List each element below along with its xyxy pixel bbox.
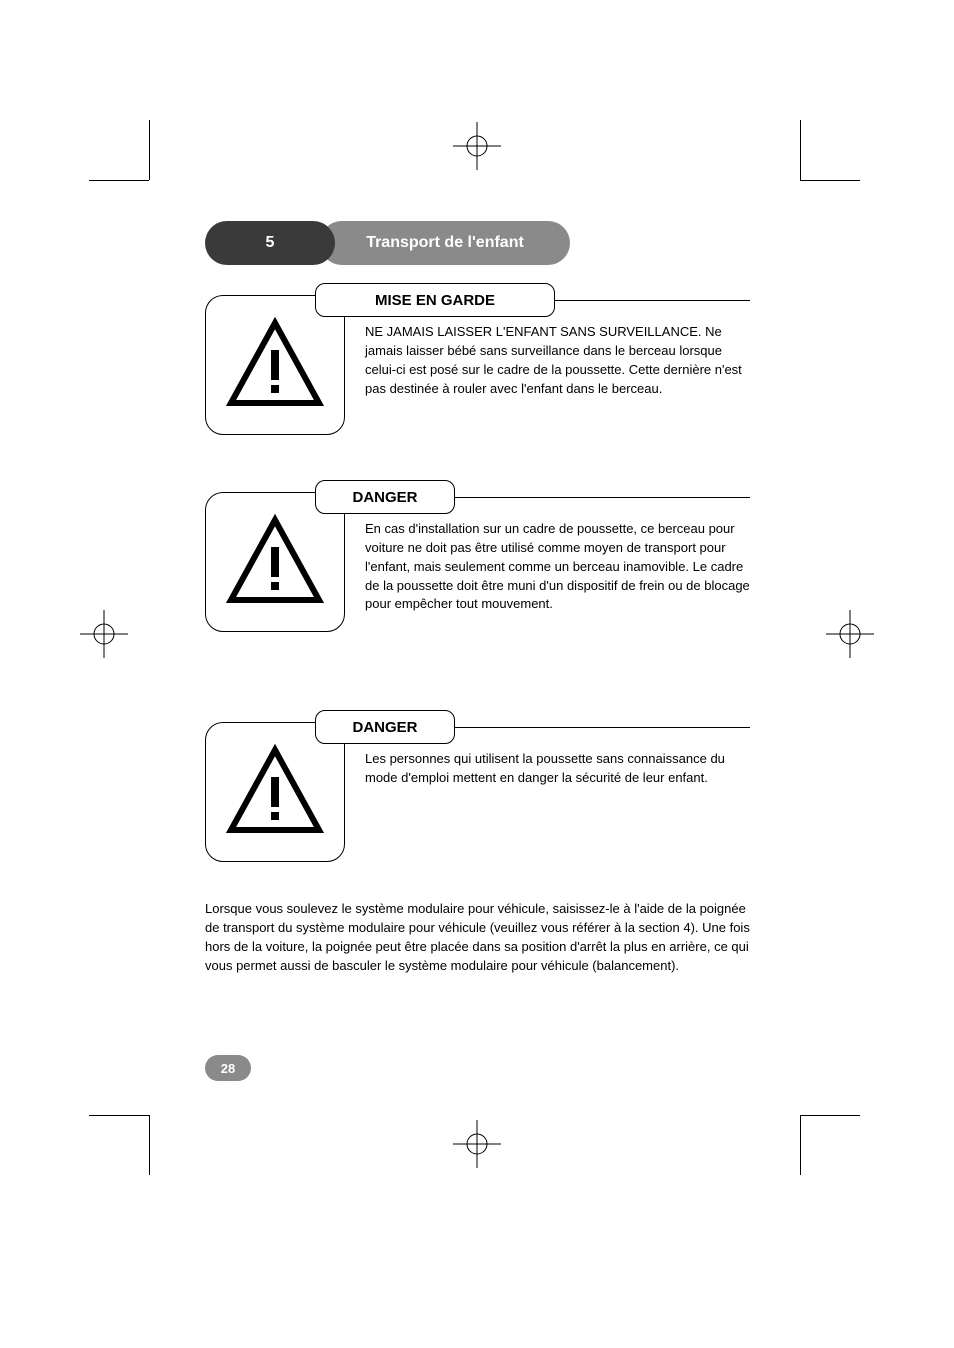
- warning-triangle-icon: [225, 512, 325, 612]
- crop-mark: [800, 1115, 860, 1116]
- chapter-number-pill: 5: [205, 221, 335, 265]
- chapter-title-pill: Transport de l'enfant: [320, 221, 570, 265]
- warning-triangle-icon: [225, 742, 325, 842]
- registration-mark-icon: [80, 610, 128, 658]
- warning-body: NE JAMAIS LAISSER L'ENFANT SANS SURVEILL…: [365, 323, 750, 398]
- registration-mark-icon: [826, 610, 874, 658]
- warning-body: Les personnes qui utilisent la poussette…: [365, 750, 750, 788]
- warning-label: DANGER: [315, 710, 455, 744]
- registration-mark-icon: [453, 122, 501, 170]
- warning-block: MISE EN GARDE NE JAMAIS LAISSER L'ENFANT…: [205, 283, 750, 453]
- registration-mark-icon: [453, 1120, 501, 1168]
- crop-mark: [89, 1115, 149, 1116]
- crop-mark: [800, 180, 860, 181]
- crop-mark: [89, 180, 149, 181]
- crop-mark: [800, 120, 801, 180]
- warning-label: MISE EN GARDE: [315, 283, 555, 317]
- page-number-badge: 28: [205, 1055, 251, 1081]
- extra-paragraph: Lorsque vous soulevez le système modulai…: [205, 900, 750, 975]
- warning-body: En cas d'installation sur un cadre de po…: [365, 520, 750, 614]
- warning-block: DANGER En cas d'installation sur un cadr…: [205, 480, 750, 680]
- warning-block: DANGER Les personnes qui utilisent la po…: [205, 710, 750, 880]
- crop-mark: [149, 120, 150, 180]
- warning-triangle-icon: [225, 315, 325, 415]
- crop-mark: [149, 1115, 150, 1175]
- warning-label: DANGER: [315, 480, 455, 514]
- crop-mark: [800, 1115, 801, 1175]
- page: 5 Transport de l'enfant MISE EN GARDE NE…: [0, 0, 954, 1348]
